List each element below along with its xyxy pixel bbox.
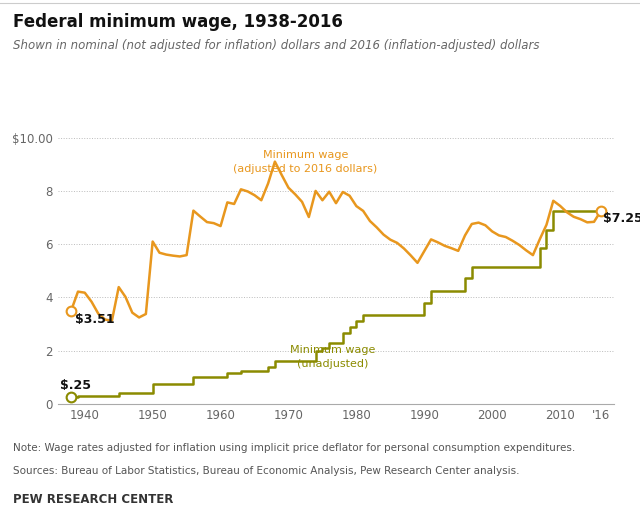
Text: PEW RESEARCH CENTER: PEW RESEARCH CENTER [13,493,173,506]
Text: Sources: Bureau of Labor Statistics, Bureau of Economic Analysis, Pew Research C: Sources: Bureau of Labor Statistics, Bur… [13,466,519,476]
Text: Minimum wage
(adjusted to 2016 dollars): Minimum wage (adjusted to 2016 dollars) [234,150,378,174]
Text: Note: Wage rates adjusted for inflation using implicit price deflator for person: Note: Wage rates adjusted for inflation … [13,443,575,453]
Text: $7.25: $7.25 [603,211,640,225]
Text: $.25: $.25 [60,379,91,393]
Text: Minimum wage
(unadjusted): Minimum wage (unadjusted) [290,346,375,369]
Text: Shown in nominal (not adjusted for inflation) dollars and 2016 (inflation-adjust: Shown in nominal (not adjusted for infla… [13,39,540,52]
Text: Federal minimum wage, 1938-2016: Federal minimum wage, 1938-2016 [13,13,342,31]
Text: $3.51: $3.51 [76,313,115,326]
